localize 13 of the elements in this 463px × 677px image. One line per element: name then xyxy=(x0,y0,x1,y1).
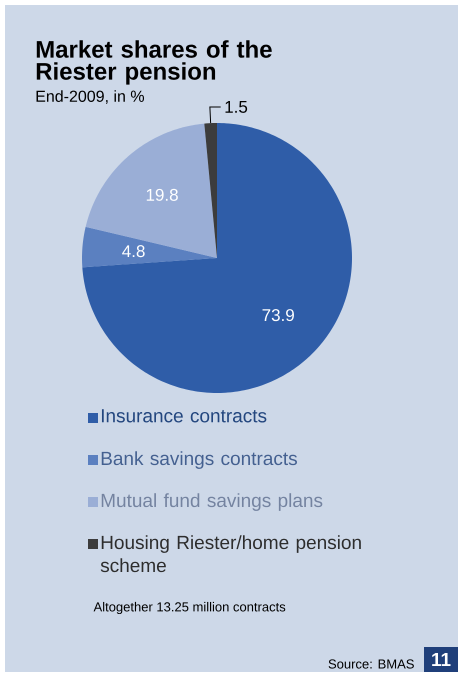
legend-label: Mutual fund savings plans xyxy=(102,493,322,511)
data-label: 4.8 xyxy=(122,245,145,258)
data-label: 73.9 xyxy=(262,309,294,322)
text: Altogether 13.25 million contracts xyxy=(94,602,286,614)
legend-label: Housing Riester/home pension scheme xyxy=(100,535,361,572)
data-label: 1.5 xyxy=(226,101,248,113)
chart-subtitle: End-2009, in % xyxy=(36,90,144,104)
legend-label: Bank savings contracts xyxy=(102,451,297,469)
data-label: 19.8 xyxy=(146,188,178,201)
source-note: Source: BMAS xyxy=(328,659,414,669)
text: 11 xyxy=(432,652,451,666)
legend-label: Insurance contracts xyxy=(102,409,266,422)
chart-title: Market shares of the Riester pension xyxy=(36,40,272,85)
